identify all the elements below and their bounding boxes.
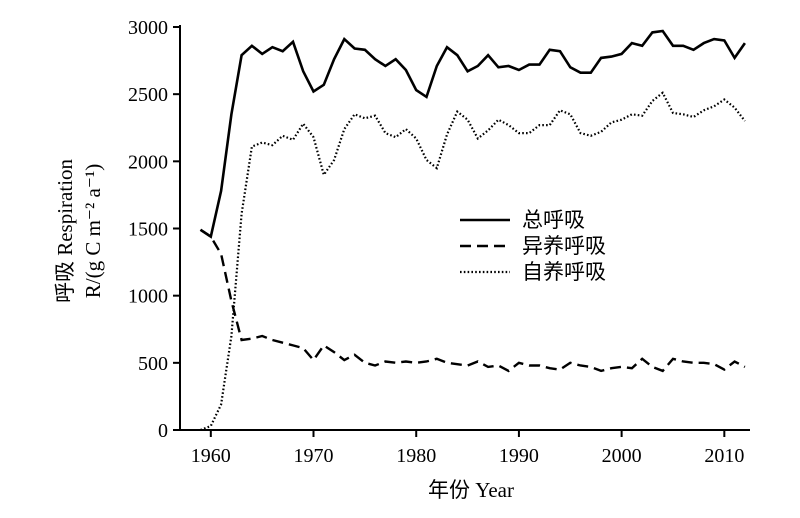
y-axis-title-line1: 呼吸 Respiration — [53, 158, 77, 303]
x-tick-label: 2010 — [704, 445, 744, 467]
y-tick-label: 2000 — [128, 151, 168, 173]
y-tick-label: 500 — [138, 353, 168, 375]
x-tick-label: 2000 — [602, 445, 642, 467]
x-axis-title: 年份 Year — [428, 478, 514, 502]
y-axis-title-line2: R/(g C m⁻² a⁻¹) — [81, 164, 105, 299]
y-tick-label: 3000 — [128, 17, 168, 39]
legend-label: 异养呼吸 — [522, 234, 606, 258]
series-line-solid — [199, 29, 746, 239]
x-tick-label: 1970 — [294, 445, 334, 467]
legend-label: 总呼吸 — [522, 208, 585, 232]
x-tick-label: 1990 — [499, 445, 539, 467]
axes-layer: 0 500 1000 1500 2000 2500 3000 1960 1970 1980 1990… — [128, 17, 750, 467]
y-tick-label: 0 — [158, 420, 168, 442]
y-tick-label: 1500 — [128, 219, 168, 241]
y-tick-label: 2500 — [128, 84, 168, 106]
legend-label: 自养呼吸 — [522, 260, 606, 284]
x-tick-label: 1980 — [396, 445, 436, 467]
series-layer — [199, 29, 746, 432]
x-tick-label: 1960 — [191, 445, 231, 467]
series-line-dotted — [200, 91, 746, 432]
series-line-dashed — [199, 228, 746, 373]
y-tick-label: 1000 — [128, 286, 168, 308]
